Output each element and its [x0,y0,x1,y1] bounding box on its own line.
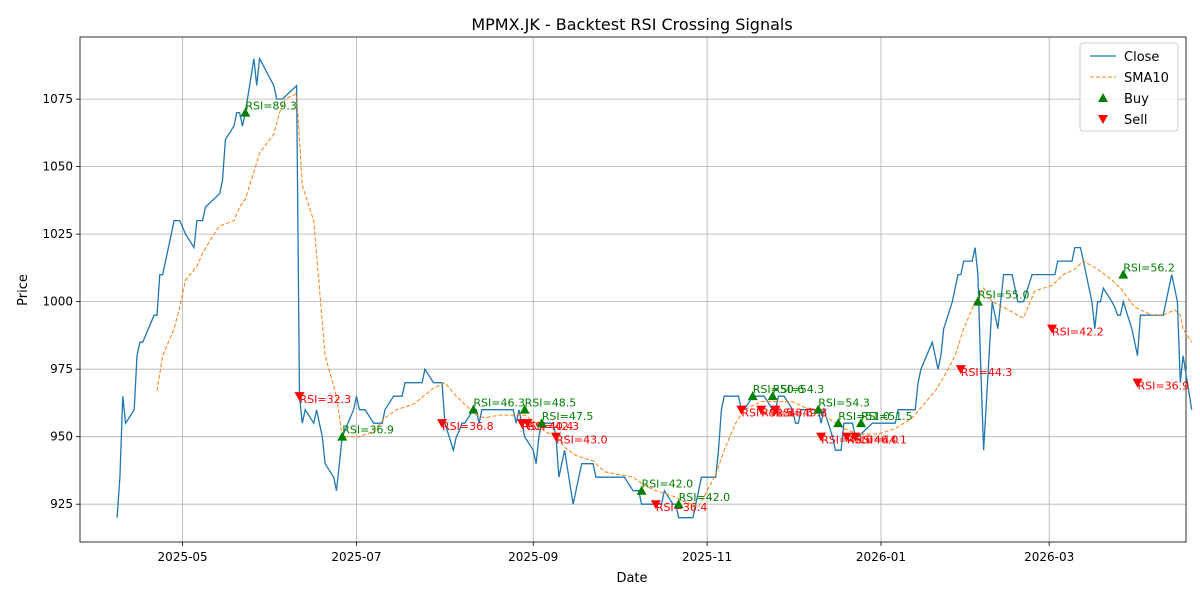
legend-label: Close [1124,50,1159,65]
buy-marker [767,391,778,401]
legend: Close SMA10 Buy Sell [1079,42,1179,132]
legend-label: SMA10 [1124,71,1169,86]
x-tick-label: 2025-07 [331,550,381,564]
buy-marker [1118,269,1129,279]
sell-marker [437,419,448,429]
series [116,56,1193,519]
y-tick-label: 1075 [42,92,73,106]
sell-marker [756,405,767,415]
x-tick-label: 2025-09 [508,550,558,564]
sell-rsi-label: RSI=32.3 [299,393,351,406]
y-tick-label: 950 [50,430,73,444]
sell-marker [1047,324,1058,334]
buy-marker [813,404,824,414]
sell-rsi-label: RSI=43.0 [556,434,608,447]
buy-rsi-label: RSI=51.0 [838,410,890,423]
sell-marker [294,392,305,402]
sell-marker [1132,378,1143,388]
sell-rsi-label: RSI=42.2 [1052,326,1104,339]
sell-marker [841,432,852,442]
sell-rsi-label: RSI=41.5 [741,407,793,420]
x-tick-label: 2026-01 [856,550,906,564]
buy-marker [536,418,547,428]
buy-rsi-label: RSI=54.3 [773,383,825,396]
sell-rsi-label: RSI=49.8 [776,407,828,420]
sell-rsi-label: RSI=44.1 [855,434,907,447]
buy-rsi-label: RSI=54.3 [818,397,870,410]
sell-marker [736,405,747,415]
buy-marker [747,391,758,401]
legend-buy-swatch [1098,93,1108,102]
x-tick-label: 2025-11 [682,550,732,564]
plot-frame [79,36,1187,543]
sell-rsi-label: RSI=40.4 [522,420,574,433]
buy-rsi-label: RSI=50.6 [753,383,805,396]
sell-rsi-label: RSI=44.3 [961,366,1013,379]
y-tick-label: 1050 [42,160,73,174]
x-tick-label: 2026-03 [1024,550,1074,564]
chart-title: MPMX.JK - Backtest RSI Crossing Signals [471,15,792,34]
legend-sell-swatch [1098,115,1108,124]
y-tick-label: 1000 [42,295,73,309]
close-series-line [116,56,1193,519]
sell-rsi-label: RSI=36.8 [442,420,494,433]
buy-marker [856,418,867,428]
buy-rsi-label: RSI=46.3 [473,397,525,410]
buy-rsi-label: RSI=89.3 [245,100,297,113]
buy-rsi-label: RSI=36.9 [342,424,394,437]
legend-box [1079,42,1179,132]
y-tick-label: 925 [50,497,73,511]
sell-marker [816,432,827,442]
buy-rsi-label: RSI=48.5 [525,397,577,410]
y-tick-label: 975 [50,362,73,376]
sell-marker [551,432,562,442]
grid [80,37,1186,542]
buy-marker [337,431,348,441]
buy-rsi-label: RSI=47.5 [542,410,594,423]
buy-marker [673,499,684,509]
buy-rsi-label: RSI=42.0 [642,478,694,491]
buy-rsi-label: RSI=51.5 [861,410,913,423]
sell-marker [522,419,533,429]
legend-label: Sell [1124,113,1147,128]
y-tick-label: 1025 [42,227,73,241]
sell-marker [650,500,661,510]
buy-marker [240,107,251,117]
sell-rsi-label: RSI=46.0 [847,434,899,447]
signals: RSI=89.3 RSI=32.3 RSI=36.9 RSI=36.8 RSI=46.3… [240,100,1190,514]
sell-marker [770,405,781,415]
buy-marker [833,418,844,428]
x-tick-label: 2025-05 [158,550,208,564]
sell-marker [955,365,966,375]
legend-label: Buy [1124,92,1149,107]
y-axis-title: Price [16,274,31,306]
x-axis-title: Date [616,571,647,586]
axes: 925 950 975 1000 1025 1050 1075 2025-05 2025-07 2… [42,36,1187,564]
sma10-series-line [156,92,1193,508]
buy-rsi-label: RSI=42.0 [679,491,731,504]
buy-marker [468,404,479,414]
buy-marker [972,296,983,306]
buy-rsi-label: RSI=55.0 [978,289,1030,302]
buy-marker [636,485,647,495]
buy-rsi-label: RSI=56.2 [1123,262,1175,275]
sell-marker [850,432,861,442]
buy-marker [519,404,530,414]
sell-rsi-label: RSI=36.9 [1138,380,1190,393]
